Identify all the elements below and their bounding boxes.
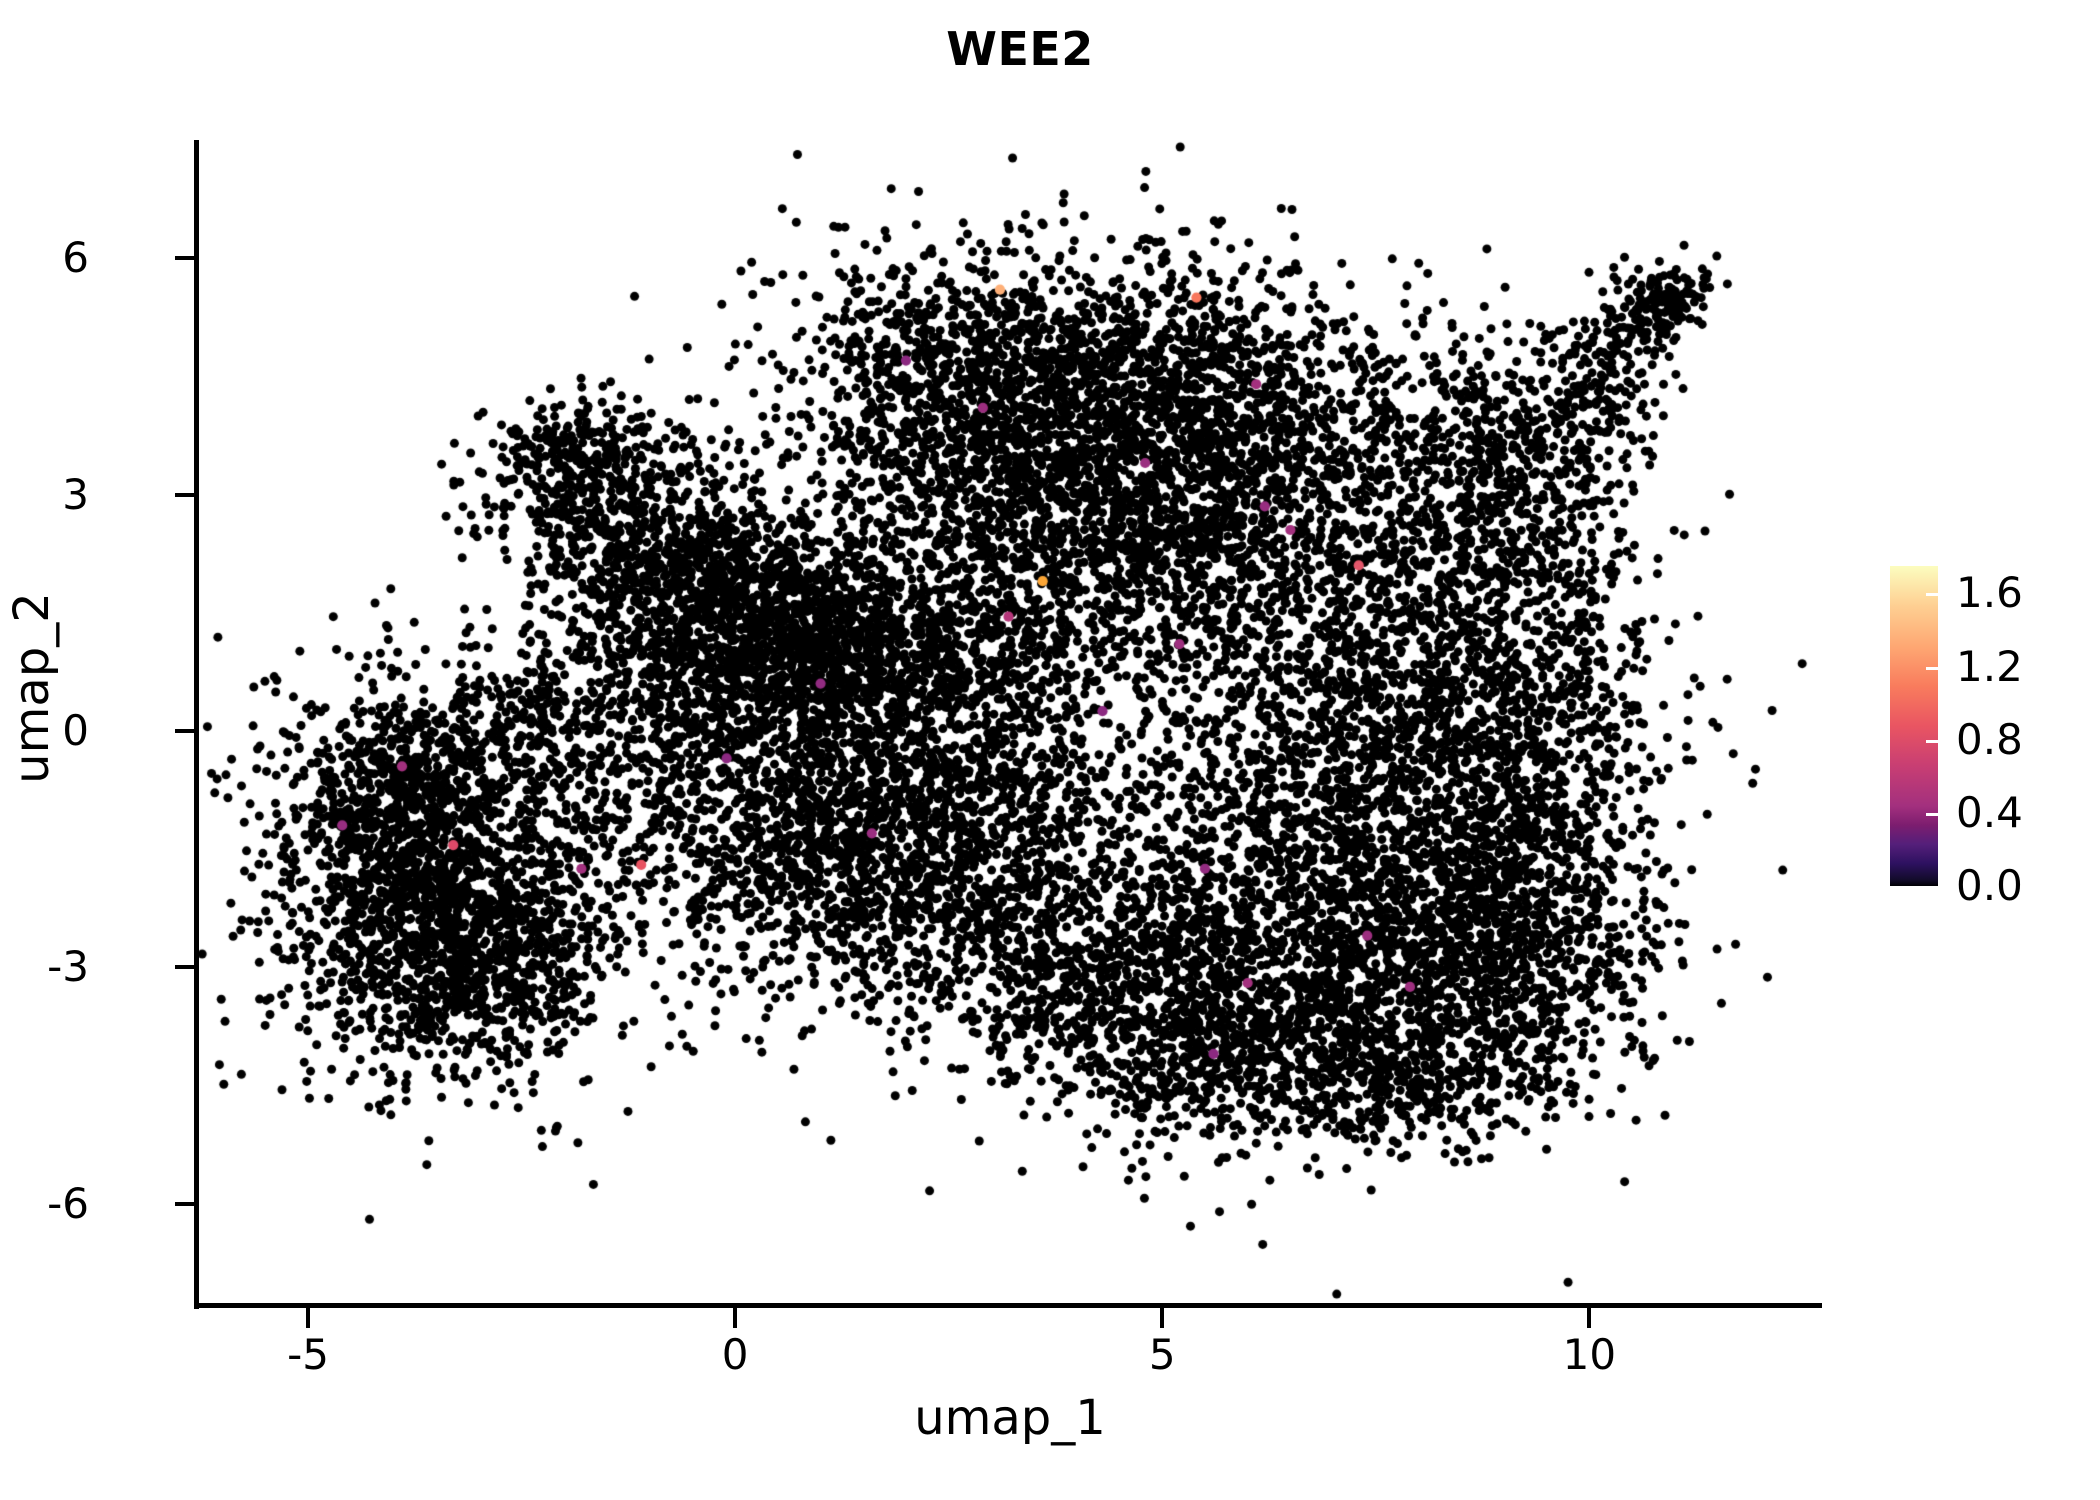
- x-axis-spine: [194, 1303, 1822, 1308]
- colorbar-tick-label: 0.4: [1956, 787, 2023, 837]
- colorbar-legend: 1.6 1.2 0.8 0.4 0.0: [1890, 566, 2080, 907]
- colorbar-tick-mark: [1926, 593, 1938, 597]
- scatter-plot-area: [197, 140, 1820, 1306]
- y-tick-mark: [175, 256, 195, 261]
- y-tick-label: 3: [62, 469, 89, 519]
- y-tick-label: -6: [47, 1178, 89, 1228]
- y-tick-mark: [175, 965, 195, 970]
- y-axis-label: umap_2: [4, 592, 60, 784]
- colorbar-tick-mark: [1926, 812, 1938, 816]
- page-title: WEE2: [946, 22, 1094, 76]
- y-tick-mark: [175, 1201, 195, 1206]
- y-tick-mark: [175, 728, 195, 733]
- scatter-points-layer: [197, 140, 1820, 1306]
- x-tick-mark: [1587, 1308, 1592, 1328]
- colorbar-tick-mark: [1926, 886, 1938, 889]
- y-tick-label: 6: [62, 233, 89, 283]
- x-tick-label: 0: [721, 1330, 749, 1379]
- colorbar-tick-label: 0.8: [1956, 714, 2023, 764]
- colorbar-tick-mark: [1926, 739, 1938, 743]
- x-tick-mark: [733, 1308, 738, 1328]
- x-tick-mark: [306, 1308, 311, 1328]
- x-tick-label: 10: [1562, 1330, 1617, 1379]
- x-axis-label: umap_1: [914, 1390, 1106, 1446]
- y-axis-spine: [194, 140, 199, 1309]
- x-tick-label: 5: [1148, 1330, 1176, 1379]
- y-tick-label: -3: [47, 942, 89, 992]
- colorbar-tick-label: 0.0: [1956, 861, 2023, 910]
- colorbar-gradient-bar: [1890, 566, 1938, 886]
- y-tick-mark: [175, 492, 195, 497]
- colorbar-tick-label: 1.6: [1956, 568, 2023, 618]
- colorbar-tick-mark: [1926, 666, 1938, 670]
- x-tick-mark: [1160, 1308, 1165, 1328]
- x-tick-label: -5: [287, 1330, 329, 1379]
- y-tick-label: 0: [62, 705, 89, 755]
- colorbar-tick-label: 1.2: [1956, 641, 2023, 691]
